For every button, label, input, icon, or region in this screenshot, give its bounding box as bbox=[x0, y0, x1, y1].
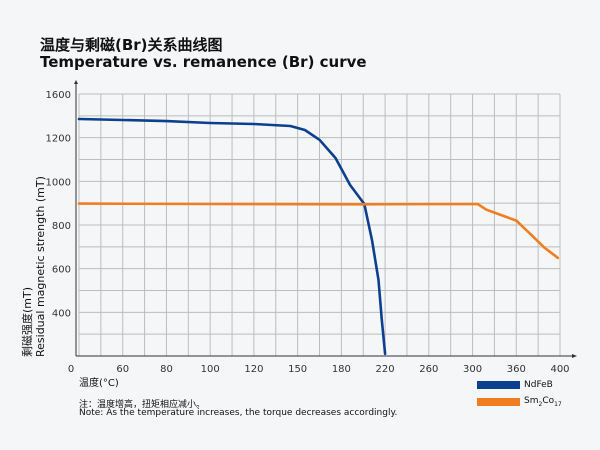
x-tick-label: 400 bbox=[550, 364, 569, 375]
x-tick-label: 100 bbox=[201, 364, 220, 375]
x-tick-label: 260 bbox=[419, 364, 438, 375]
x-tick-label: 120 bbox=[244, 364, 263, 375]
y-axis-arrow bbox=[74, 80, 78, 84]
y-tick-label: 600 bbox=[52, 265, 71, 276]
note-en: Note: As the temperature increases, the … bbox=[79, 408, 398, 418]
legend-label-ndfeb: NdFeB bbox=[524, 380, 553, 390]
x-tick-label: 300 bbox=[463, 364, 482, 375]
x-tick-label: 180 bbox=[332, 364, 351, 375]
x-tick-label: 0 bbox=[68, 364, 74, 375]
x-tick-label: 80 bbox=[160, 364, 173, 375]
y-axis-label-cn: 剩磁强度(mT) bbox=[21, 286, 34, 357]
y-tick-label: 800 bbox=[52, 221, 71, 232]
series-line-smco bbox=[77, 202, 560, 260]
x-tick-label: 60 bbox=[116, 364, 129, 375]
x-tick-label: 150 bbox=[288, 364, 307, 375]
title-en: Temperature vs. remanence (Br) curve bbox=[40, 53, 367, 71]
legend-swatch-ndfeb bbox=[477, 381, 520, 389]
x-axis-label: 温度(°C) bbox=[79, 378, 119, 389]
y-tick-label: 1000 bbox=[46, 177, 71, 188]
x-tick-label: 220 bbox=[376, 364, 395, 375]
y-axis-label-en: Residual magnetic strength (mT) bbox=[34, 176, 47, 357]
legend-ndfeb: NdFeB bbox=[477, 380, 553, 390]
legend-smco: Sm2Co17 bbox=[477, 396, 562, 408]
title-cn: 温度与剩磁(Br)关系曲线图 bbox=[40, 36, 223, 54]
x-tick-label: 360 bbox=[507, 364, 526, 375]
y-tick-label: 1600 bbox=[46, 90, 71, 101]
y-tick-label: 400 bbox=[52, 308, 71, 319]
legend-label-smco: Sm2Co17 bbox=[524, 396, 562, 408]
y-tick-label: 1200 bbox=[46, 134, 71, 145]
series-line-ndfeb bbox=[77, 117, 387, 356]
legend-swatch-smco bbox=[477, 397, 520, 406]
note-cn: 注：温度增高，扭矩相应减小。 bbox=[79, 400, 206, 410]
x-axis-arrow bbox=[572, 354, 577, 358]
